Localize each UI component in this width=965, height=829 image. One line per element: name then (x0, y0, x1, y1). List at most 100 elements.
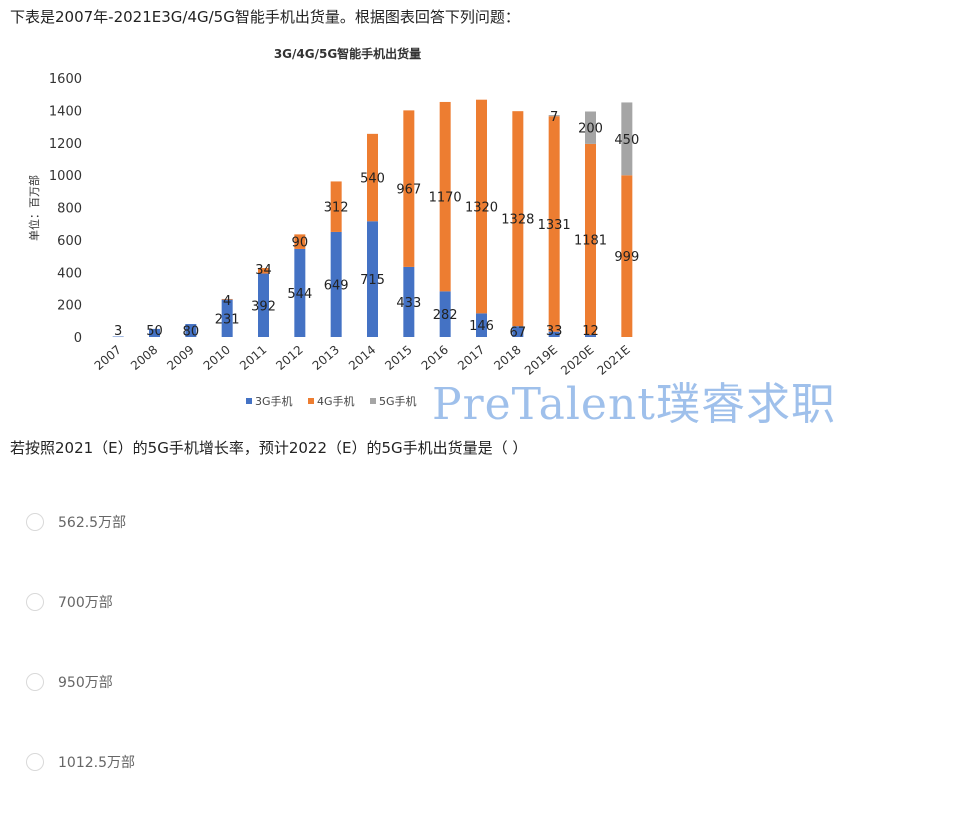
data-label-3g-2013: 649 (324, 278, 349, 293)
data-label-4g-2020E: 1181 (574, 233, 607, 248)
data-label-3g-2009: 80 (183, 325, 200, 340)
option-a-label: 562.5万部 (58, 515, 127, 531)
bar-4g-2020E (585, 143, 596, 336)
watermark: PreTalent璞睿求职 (432, 379, 836, 430)
bar-4g-2018 (512, 111, 524, 327)
bar-4g-2015 (403, 110, 415, 267)
bar-4g-2021E (621, 175, 633, 337)
bar-3g-2017 (476, 313, 487, 337)
x-tick-label: 2015 (382, 343, 414, 373)
bar-3g-2015 (403, 266, 415, 337)
radio-d[interactable] (26, 753, 44, 771)
bar-3g-2020E (585, 335, 596, 337)
option-b-label: 700万部 (58, 595, 113, 611)
bar-3g-2010 (221, 299, 233, 337)
bar-3g-2007 (112, 336, 124, 338)
data-label-3g-2019E: 33 (546, 324, 563, 339)
bar-3g-2009 (185, 324, 197, 337)
y-tick-label: 400 (57, 266, 82, 281)
bar-3g-2019E (548, 331, 560, 337)
legend-label-5g: 5G手机 (379, 394, 417, 408)
data-label-4g-2015: 967 (396, 183, 421, 198)
data-label-3g-2014: 715 (360, 273, 385, 288)
bar-3g-2018 (512, 326, 524, 337)
x-tick-label: 2007 (92, 343, 124, 373)
x-tick-label: 2012 (273, 343, 305, 373)
y-tick-label: 1000 (49, 169, 82, 184)
bar-5g-2021E (621, 102, 633, 176)
data-label-4g-2017: 1320 (465, 201, 498, 216)
y-tick-label: 800 (57, 202, 82, 217)
bar-4g-2012 (294, 234, 306, 249)
legend-swatch-3g (246, 398, 252, 404)
bar-4g-2011 (258, 268, 269, 274)
question-text: 若按照2021（E）的5G手机增长率，预计2022（E）的5G手机出货量是（ ） (10, 439, 528, 457)
data-label-3g-2020E: 12 (582, 324, 599, 339)
bar-4g-2019E (548, 116, 560, 332)
radio-b[interactable] (26, 593, 44, 611)
data-label-4g-2019E: 1331 (538, 218, 571, 233)
bar-4g-2013 (330, 181, 342, 232)
y-tick-label: 1200 (49, 137, 82, 152)
data-label-4g-2010: 4 (223, 294, 231, 309)
option-c[interactable]: 950万部 (26, 672, 113, 692)
option-d[interactable]: 1012.5万部 (26, 752, 135, 772)
bar-5g-2020E (585, 111, 596, 144)
legend-label-4g: 4G手机 (317, 394, 355, 408)
data-label-3g-2017: 146 (469, 319, 494, 334)
data-label-3g-2012: 544 (287, 287, 312, 302)
data-label-3g-2010: 231 (215, 312, 240, 327)
y-tick-label: 0 (74, 331, 82, 346)
data-label-4g-2014: 540 (360, 172, 385, 187)
y-tick-label: 200 (57, 299, 82, 314)
y-axis-label: 单位：百万部 (27, 175, 41, 241)
data-label-5g-2019E: 7 (550, 110, 558, 125)
data-label-3g-2007: 3 (114, 324, 122, 339)
radio-a[interactable] (26, 513, 44, 531)
x-tick-label: 2009 (164, 343, 196, 373)
y-tick-label: 1600 (49, 72, 82, 87)
legend-swatch-5g (370, 398, 376, 404)
data-label-5g-2020E: 200 (578, 122, 603, 137)
data-label-3g-2015: 433 (396, 296, 421, 311)
x-tick-label: 2011 (237, 343, 269, 373)
data-label-5g-2021E: 450 (614, 133, 639, 148)
bar-3g-2011 (258, 273, 269, 337)
data-label-4g-2013: 312 (324, 201, 349, 216)
data-label-4g-2021E: 999 (614, 250, 639, 265)
data-label-4g-2012: 90 (292, 236, 309, 251)
bar-3g-2016 (439, 291, 451, 337)
radio-c[interactable] (26, 673, 44, 691)
bar-3g-2013 (330, 231, 342, 337)
bar-4g-2010 (221, 298, 233, 300)
bar-3g-2008 (149, 328, 160, 337)
bar-4g-2017 (476, 99, 487, 314)
data-label-3g-2011: 392 (251, 299, 276, 314)
x-tick-label: 2014 (346, 343, 378, 373)
data-label-4g-2011: 34 (255, 263, 272, 278)
legend-label-3g: 3G手机 (255, 394, 293, 408)
data-label-3g-2008: 50 (146, 324, 163, 339)
data-label-4g-2016: 1170 (429, 191, 462, 206)
legend-swatch-4g (308, 398, 314, 404)
chart-title: 3G/4G/5G智能手机出货量 (274, 46, 421, 61)
option-c-label: 950万部 (58, 675, 113, 691)
option-b[interactable]: 700万部 (26, 592, 113, 612)
data-label-3g-2016: 282 (433, 308, 458, 323)
y-tick-label: 1400 (49, 104, 82, 119)
option-a[interactable]: 562.5万部 (26, 512, 126, 532)
x-tick-label: 2013 (310, 343, 342, 373)
x-tick-label: 2010 (201, 343, 233, 373)
bar-4g-2016 (439, 101, 451, 292)
intro-text: 下表是2007年-2021E3G/4G/5G智能手机出货量。根据图表回答下列问题… (10, 8, 520, 26)
data-label-3g-2018: 67 (510, 326, 527, 341)
bar-5g-2019E (548, 115, 560, 117)
option-d-label: 1012.5万部 (58, 755, 135, 771)
bar-3g-2014 (367, 221, 378, 337)
data-label-4g-2018: 1328 (501, 213, 534, 228)
y-tick-label: 600 (57, 234, 82, 249)
bar-3g-2012 (294, 248, 306, 337)
shipment-chart: 3G/4G/5G智能手机出货量单位：百万部 0 200 400 600 800 1000 12… (20, 40, 650, 420)
bar-4g-2014 (367, 133, 378, 222)
